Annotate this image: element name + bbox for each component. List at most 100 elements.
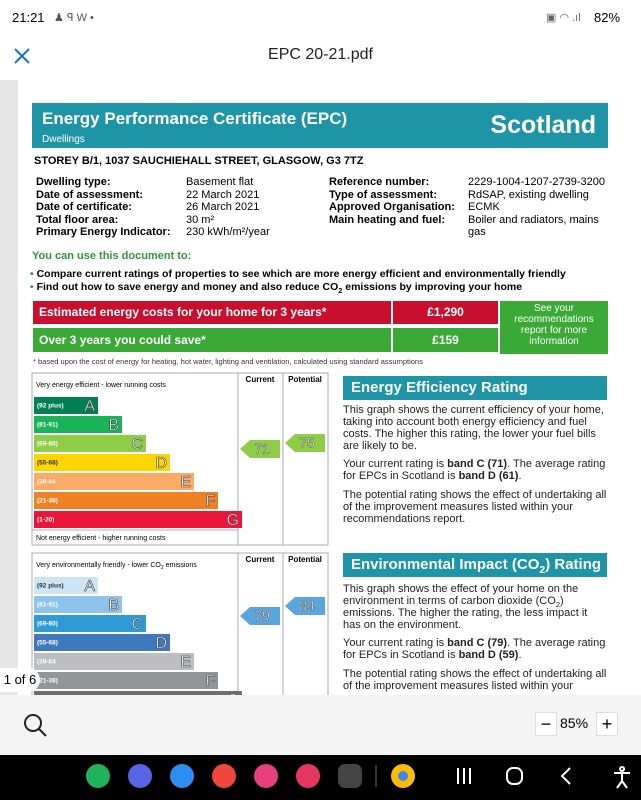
rating-band [34, 416, 122, 433]
detail-value: Basement flat [186, 176, 254, 188]
zoom-in-button[interactable]: + [596, 712, 618, 736]
clock: 21:21 [12, 10, 45, 25]
paragraph: This graph shows the current efficiency … [343, 404, 607, 452]
paragraph-text: This graph shows the current efficiency … [343, 404, 604, 452]
detail-label: Date of certificate: [36, 201, 132, 213]
section-heading: Environmental Impact (CO2) Rating [343, 553, 607, 577]
rating-arrow [240, 440, 280, 458]
rating-value: 75 [299, 435, 315, 451]
rating-band [34, 473, 194, 490]
rating-band [34, 691, 242, 695]
paragraph-text: 2 [555, 600, 561, 610]
use-text: Find out how to save energy and money an… [36, 281, 339, 293]
rating-band [34, 511, 242, 528]
rating-band [34, 454, 170, 471]
close-button[interactable] [12, 46, 32, 66]
band-letter: E [180, 474, 191, 491]
certificate-subtitle: Dwellings [42, 134, 85, 145]
app-icon[interactable] [86, 764, 110, 788]
battery: 82% [594, 10, 621, 25]
section-heading: Energy Efficiency Rating [343, 376, 607, 400]
zoom-out-button[interactable]: − [535, 712, 557, 736]
band-letter: F [205, 673, 215, 690]
detail-label: Dwelling type: [36, 176, 111, 188]
footnote: * based upon the cost of energy for heat… [33, 357, 423, 366]
detail-label: Type of assessment: [329, 188, 438, 201]
paragraph: Your current rating is band C (79). The … [343, 637, 607, 661]
paragraph-text: ) emissions. The higher the rating, the … [343, 595, 588, 631]
detail-label: Primary Energy Indicator: [36, 226, 171, 238]
navigation-bar [0, 755, 641, 800]
detail-value: 2229-1004-1207-2739-3200 [468, 176, 606, 188]
use-item: • Find out how to save energy and money … [30, 281, 523, 296]
paragraph-text: . The average rating for EPCs in Scotlan… [343, 458, 606, 482]
band-range: (39-54 [37, 659, 56, 666]
chart-frame [31, 552, 329, 695]
toolbar: EPC 20-21.pdf [0, 32, 641, 80]
region: Scotland [490, 111, 596, 139]
address: STOREY B/1, 1037 SAUCHIEHALL STREET, GLA… [34, 155, 364, 167]
use-text: 2 [338, 286, 343, 296]
detail-label: Date of assessment: [36, 188, 143, 201]
bottom-label: Not energy efficient - higher running co… [36, 535, 166, 542]
paragraph: The potential rating shows the effect of… [343, 489, 607, 525]
rating-arrow [285, 434, 325, 452]
column-header: Potential [288, 375, 322, 384]
use-text: emissions by improving your home [342, 281, 523, 293]
paragraph-text: band D (61) [458, 470, 519, 482]
uses-list: • Compare current ratings of properties … [30, 268, 566, 294]
rating-band [34, 672, 218, 689]
back-button[interactable] [560, 767, 571, 785]
app-icon[interactable] [170, 764, 194, 788]
paragraph-text: The potential rating shows the effect of… [343, 489, 607, 525]
band-range: (55-68) [37, 640, 58, 647]
saving-value: £159 [393, 328, 498, 352]
band-range: (21-38) [37, 678, 58, 685]
detail-value: 230 kWh/m²/year [186, 226, 270, 238]
band-letter: B [108, 597, 119, 614]
paragraph-text: band C (79) [447, 637, 508, 649]
use-item: • Compare current ratings of properties … [30, 268, 566, 280]
app-icon[interactable] [296, 764, 320, 788]
rating-arrow [285, 597, 325, 615]
rating-band [34, 492, 218, 509]
detail-value: RdSAP, existing dwelling [468, 188, 589, 201]
paragraph-text: band C (71) [447, 458, 508, 470]
app-icon[interactable] [128, 764, 152, 788]
accessibility-button[interactable] [614, 766, 630, 789]
heading-text: 2 [539, 564, 546, 576]
app-icon[interactable] [212, 764, 236, 788]
band-letter: D [155, 455, 167, 472]
app-icon[interactable] [254, 764, 278, 788]
top-label: Very energy efficient - lower running co… [36, 382, 166, 389]
paragraph: Your current rating is band C (71). The … [343, 458, 607, 482]
uses-heading: You can use this document to: [32, 250, 192, 262]
detail-value: Boiler and radiators, mains gas [468, 213, 599, 239]
band-range: (81-91) [37, 602, 58, 609]
detail-value: 22 March 2021 [186, 188, 260, 201]
column-header: Potential [288, 555, 322, 564]
paragraph-text: Your current rating is [343, 637, 448, 649]
paragraph: The potential rating shows the effect of… [343, 668, 607, 692]
paragraph-text: Your current rating is [343, 458, 448, 470]
home-button[interactable] [506, 767, 523, 785]
band-letter: C [131, 436, 143, 453]
app-drawer[interactable] [338, 764, 362, 788]
heading-text: ) Rating [545, 556, 602, 573]
rating-band [34, 653, 194, 670]
rating-band [34, 577, 98, 594]
column-header: Current [246, 375, 275, 384]
search-button[interactable] [22, 712, 48, 738]
rating-charts: Current Potential Very energy efficient - … [31, 372, 329, 695]
detail-label: Total floor area: [36, 213, 119, 226]
band-letter: D [155, 635, 167, 652]
recents-button[interactable] [457, 768, 471, 784]
zoom-level: 85% [560, 715, 589, 731]
notification-icons: ♟ ꟼ W • [54, 12, 94, 24]
detail-label: Approved Organisation: [329, 201, 455, 213]
top-label-text: Very energy efficient - lower running co… [36, 382, 166, 389]
heading-text: Environmental Impact (CO [351, 556, 540, 573]
band-letter: G [227, 512, 239, 529]
top-label: Very environmentally friendly - lower CO… [36, 562, 197, 571]
